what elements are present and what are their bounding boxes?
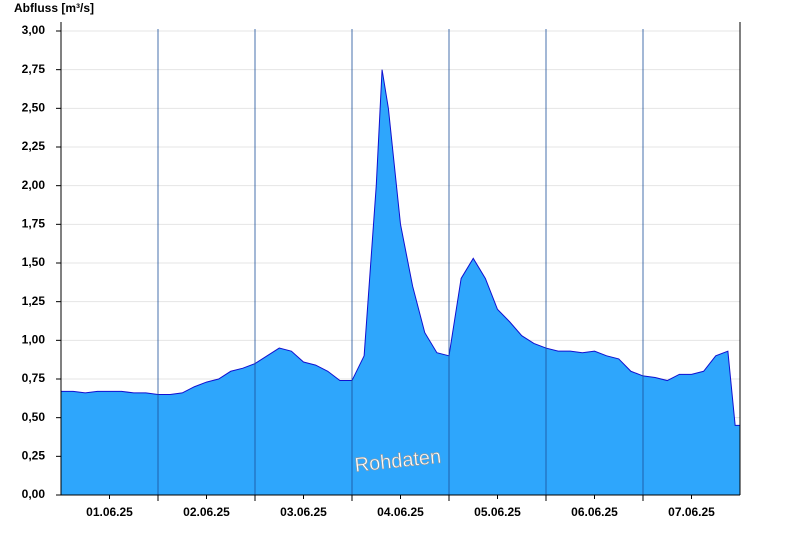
- y-tick-label: 2,50: [22, 101, 46, 115]
- x-tick-label: 03.06.25: [280, 505, 327, 519]
- y-tick-label: 1,00: [22, 333, 46, 347]
- y-tick-label: 0,00: [22, 487, 46, 501]
- y-tick-label: 2,75: [22, 62, 46, 76]
- x-tick-label: 05.06.25: [474, 505, 521, 519]
- line: [61, 69, 740, 426]
- y-axis-label: Abfluss [m³/s]: [14, 1, 94, 15]
- y-tick-label: 2,25: [22, 139, 46, 153]
- y-tick-label: 1,75: [22, 217, 46, 231]
- y-tick-label: 1,50: [22, 255, 46, 269]
- y-tick-label: 2,00: [22, 178, 46, 192]
- y-tick-label: 0,25: [22, 449, 46, 463]
- y-tick-label: 3,00: [22, 23, 46, 37]
- x-tick-label: 04.06.25: [377, 505, 424, 519]
- y-tick-label: 0,75: [22, 371, 46, 385]
- area: [61, 69, 740, 496]
- x-tick-label: 02.06.25: [183, 505, 230, 519]
- x-tick-label: 06.06.25: [571, 505, 618, 519]
- y-tick-label: 0,50: [22, 410, 46, 424]
- x-tick-label: 01.06.25: [86, 505, 133, 519]
- y-tick-label: 1,25: [22, 294, 46, 308]
- x-tick-label: 07.06.25: [668, 505, 715, 519]
